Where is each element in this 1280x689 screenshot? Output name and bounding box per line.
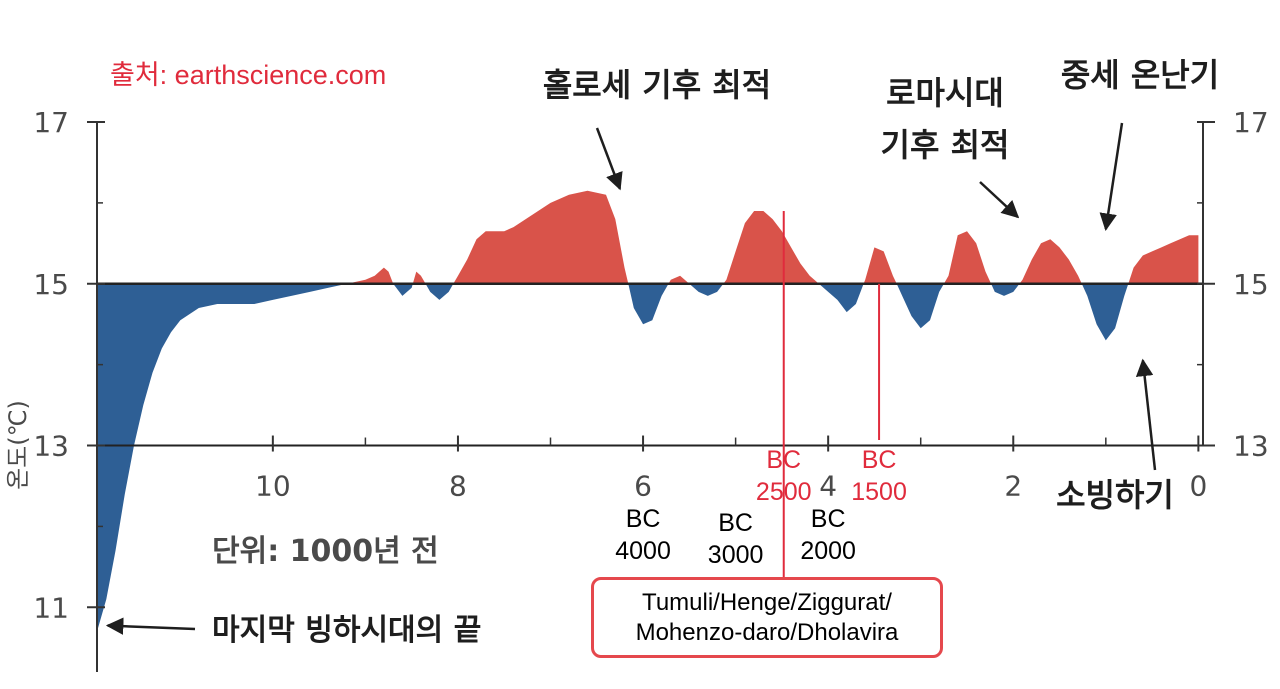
annotation-label: 로마시대 bbox=[886, 74, 1004, 112]
y-tick-label-left: 11 bbox=[33, 591, 69, 624]
era-label-bc: BC bbox=[862, 446, 897, 474]
annotation-arrow bbox=[979, 181, 1020, 219]
annotation-arrow bbox=[1099, 122, 1124, 231]
source-label: 출처: earthscience.com bbox=[110, 60, 386, 90]
era-label-bc: BC bbox=[718, 509, 753, 537]
annotation-label: 중세 온난기 bbox=[1061, 56, 1219, 94]
annotation-label: 홀로세 기후 최적 bbox=[543, 66, 771, 104]
era-label-year: 2500 bbox=[756, 478, 812, 506]
x-tick-label: 6 bbox=[634, 470, 652, 503]
era-label-year: 3000 bbox=[708, 541, 764, 569]
annotation-arrow bbox=[595, 127, 623, 191]
x-tick-label: 4 bbox=[819, 470, 837, 503]
era-label-bc: BC bbox=[766, 446, 801, 474]
annotation-arrow bbox=[1135, 358, 1157, 471]
era-label-year: 1500 bbox=[851, 478, 907, 506]
y-tick-label-right: 17 bbox=[1233, 106, 1269, 139]
x-tick-label: 0 bbox=[1189, 470, 1207, 503]
x-axis-title: 단위: 1000년 전 bbox=[212, 534, 439, 569]
annotation-label: 기후 최적 bbox=[881, 126, 1010, 164]
axes-layer: 17 15 13 11 17 15 13 10 8 6 4 2 0 bbox=[33, 106, 1269, 672]
era-label-year: 2000 bbox=[800, 537, 856, 565]
note-line-1: Tumuli/Henge/Ziggurat/ bbox=[642, 588, 892, 616]
y-axis-title: 온도(℃) bbox=[4, 400, 32, 490]
era-label-year: 4000 bbox=[615, 537, 671, 565]
era-label-bc: BC bbox=[626, 505, 661, 533]
x-tick-label: 2 bbox=[1004, 470, 1022, 503]
y-tick-label-right: 15 bbox=[1233, 268, 1269, 301]
x-tick-label: 10 bbox=[255, 470, 291, 503]
temperature-area-layer bbox=[97, 190, 1199, 632]
annotation-label: 마지막 빙하시대의 끝 bbox=[212, 613, 481, 648]
y-tick-label-left: 17 bbox=[33, 106, 69, 139]
y-tick-label-right: 13 bbox=[1233, 430, 1269, 463]
annotation-label: 소빙하기 bbox=[1056, 476, 1174, 514]
annotation-arrow bbox=[105, 617, 196, 635]
x-tick-label: 8 bbox=[449, 470, 467, 503]
era-label-bc: BC bbox=[811, 505, 846, 533]
y-tick-label-left: 13 bbox=[33, 430, 69, 463]
civilization-note-box: Tumuli/Henge/Ziggurat/ Mohenzo-daro/Dhol… bbox=[591, 577, 943, 658]
warm-anomaly-area bbox=[346, 190, 1199, 284]
note-line-2: Mohenzo-daro/Dholavira bbox=[635, 618, 899, 646]
y-tick-label-left: 15 bbox=[33, 268, 69, 301]
